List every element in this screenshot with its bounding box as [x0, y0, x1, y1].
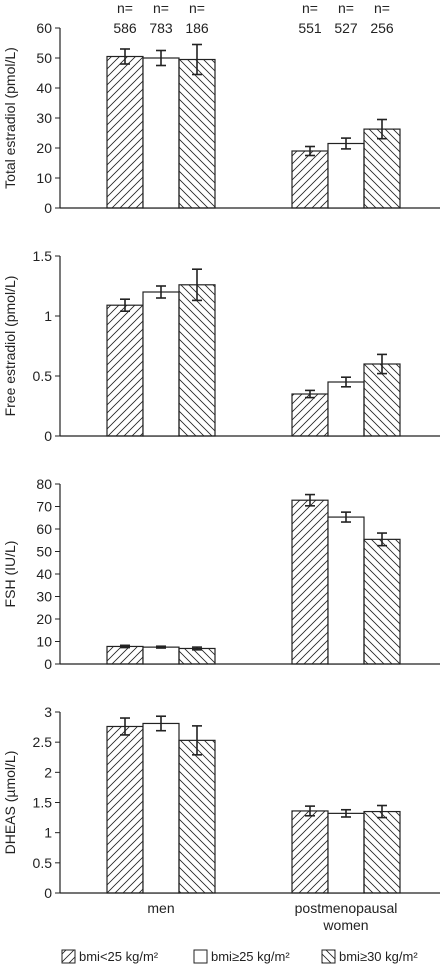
legend-swatch [61, 949, 76, 964]
legend: bmi<25 kg/m² bmi≥25 kg/m² bmi≥30 kg/m² [61, 949, 418, 964]
y-tick-label: 0.5 [33, 855, 53, 871]
y-tick-label: 0 [44, 428, 52, 444]
legend-label: bmi<25 kg/m² [79, 949, 159, 964]
y-axis-title: Total estradiol (pmol/L) [2, 47, 18, 189]
y-axis-title: DHEAS (µmol/L) [2, 751, 18, 855]
bar [363, 363, 401, 437]
y-tick-label: 80 [36, 476, 52, 492]
y-tick-label: 20 [36, 611, 52, 627]
bar [291, 810, 329, 894]
n-label: n= [302, 0, 318, 16]
n-value: 186 [185, 20, 209, 36]
legend-swatch [321, 949, 336, 964]
bar [363, 810, 401, 894]
n-label: n= [153, 0, 169, 16]
y-tick-label: 0 [44, 200, 52, 216]
bar [106, 304, 144, 437]
bar [178, 739, 216, 894]
y-tick-label: 30 [36, 110, 52, 126]
bar [327, 142, 365, 209]
x-group-label: postmenopausal women [295, 900, 398, 933]
bar [327, 381, 365, 437]
x-group-label: men [147, 900, 174, 916]
bar [291, 499, 329, 665]
x-group-label-line: postmenopausal [295, 900, 398, 916]
y-tick-label: 1 [44, 825, 52, 841]
y-axis-title: Free estradiol (pmol/L) [2, 276, 18, 417]
bar [142, 57, 180, 209]
y-tick-label: 60 [36, 20, 52, 36]
bar [142, 646, 180, 665]
y-tick-label: 3 [44, 704, 52, 720]
bar [291, 150, 329, 209]
y-tick-label: 1.5 [33, 795, 53, 811]
y-tick-label: 30 [36, 589, 52, 605]
y-tick-label: 10 [36, 634, 52, 650]
x-axis-group-labels: men postmenopausal women [147, 900, 397, 933]
legend-label: bmi≥25 kg/m² [211, 949, 290, 964]
legend-swatch [193, 949, 208, 964]
x-group-label-line: men [147, 900, 174, 916]
y-tick-label: 60 [36, 521, 52, 537]
y-tick-label: 1.5 [33, 248, 53, 264]
n-label: n= [189, 0, 205, 16]
n-label: n= [117, 0, 133, 16]
n-value: 551 [298, 20, 322, 36]
x-group-label-line: women [322, 917, 368, 933]
chart-panel: 0 0.5 1 1.5 2 2.5 3 DHEAS (µmol/L) [2, 704, 440, 901]
bar [178, 284, 216, 437]
n-value: 256 [370, 20, 394, 36]
y-tick-label: 40 [36, 80, 52, 96]
n-value: 527 [334, 20, 358, 36]
bar [142, 722, 180, 894]
y-tick-label: 2.5 [33, 734, 53, 750]
y-tick-label: 0 [44, 656, 52, 672]
n-label: n= [374, 0, 390, 16]
y-tick-label: 1 [44, 308, 52, 324]
n-value: 783 [149, 20, 173, 36]
bar [178, 58, 216, 209]
bar [363, 128, 401, 209]
bar [142, 291, 180, 437]
y-tick-label: 50 [36, 544, 52, 560]
bar [106, 725, 144, 894]
chart-panel: 0 0.5 1 1.5 Free estradiol (pmol/L) [2, 248, 440, 444]
y-tick-label: 0.5 [33, 368, 53, 384]
sample-size-labels: n= 586 n= 783 n= 186 n= 551 n= 527 n= 256 [113, 0, 394, 36]
y-tick-label: 2 [44, 764, 52, 780]
bar [178, 647, 216, 665]
y-tick-label: 70 [36, 499, 52, 515]
chart-panel: 0 10 20 30 40 50 60 Total estradiol (pmol/L) [2, 20, 440, 216]
bar [106, 55, 144, 209]
y-tick-label: 20 [36, 140, 52, 156]
bar [106, 645, 144, 665]
y-tick-label: 0 [44, 885, 52, 901]
y-tick-label: 10 [36, 170, 52, 186]
bar [327, 516, 365, 665]
bar [327, 812, 365, 894]
n-label: n= [338, 0, 354, 16]
y-axis-title: FSH (IU/L) [2, 541, 18, 608]
bar [291, 393, 329, 437]
chart-panel: 0 10 20 30 40 50 60 70 80 FSH (IU/L) [2, 476, 440, 672]
y-tick-label: 50 [36, 50, 52, 66]
legend-label: bmi≥30 kg/m² [339, 949, 418, 964]
y-tick-label: 40 [36, 566, 52, 582]
n-value: 586 [113, 20, 137, 36]
bar [363, 538, 401, 665]
